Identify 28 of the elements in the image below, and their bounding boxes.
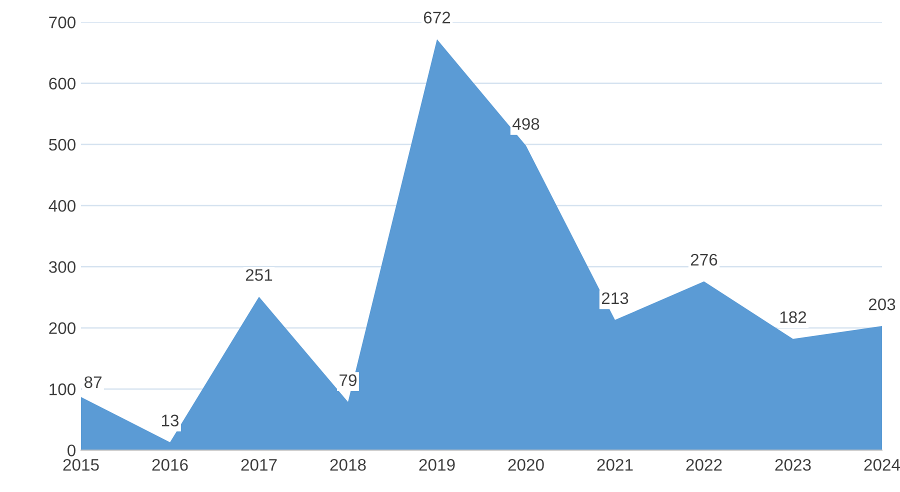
data-label: 203 (868, 298, 896, 310)
x-tick-label: 2015 (63, 458, 99, 471)
data-label: 182 (780, 311, 806, 324)
data-label: 276 (690, 254, 718, 266)
x-tick-label: 2023 (775, 458, 811, 471)
data-label: 79 (340, 374, 356, 386)
y-tick-label: 200 (49, 322, 76, 334)
data-label: 251 (246, 269, 272, 281)
y-tick-label: 500 (49, 138, 76, 151)
y-tick-label: 0 (68, 444, 76, 456)
x-tick-label: 2022 (686, 458, 722, 471)
x-tick-label: 2016 (152, 458, 188, 471)
y-tick-label: 300 (48, 261, 76, 273)
x-tick-label: 2024 (864, 458, 900, 471)
x-tick-label: 2017 (241, 458, 277, 471)
data-label: 213 (602, 292, 628, 304)
y-tick-label: 100 (50, 383, 76, 396)
x-tick-label: 2020 (508, 458, 544, 471)
data-label: 672 (424, 12, 450, 24)
x-tick-label: 2021 (597, 458, 633, 471)
data-label: 13 (162, 414, 179, 426)
x-tick-label: 2018 (330, 458, 366, 471)
x-tick-label: 2019 (419, 458, 455, 471)
data-label: 498 (512, 118, 540, 130)
y-tick-label: 600 (49, 78, 76, 90)
y-tick-label: 700 (49, 16, 76, 28)
data-label: 87 (84, 376, 102, 388)
y-tick-label: 400 (48, 200, 76, 212)
